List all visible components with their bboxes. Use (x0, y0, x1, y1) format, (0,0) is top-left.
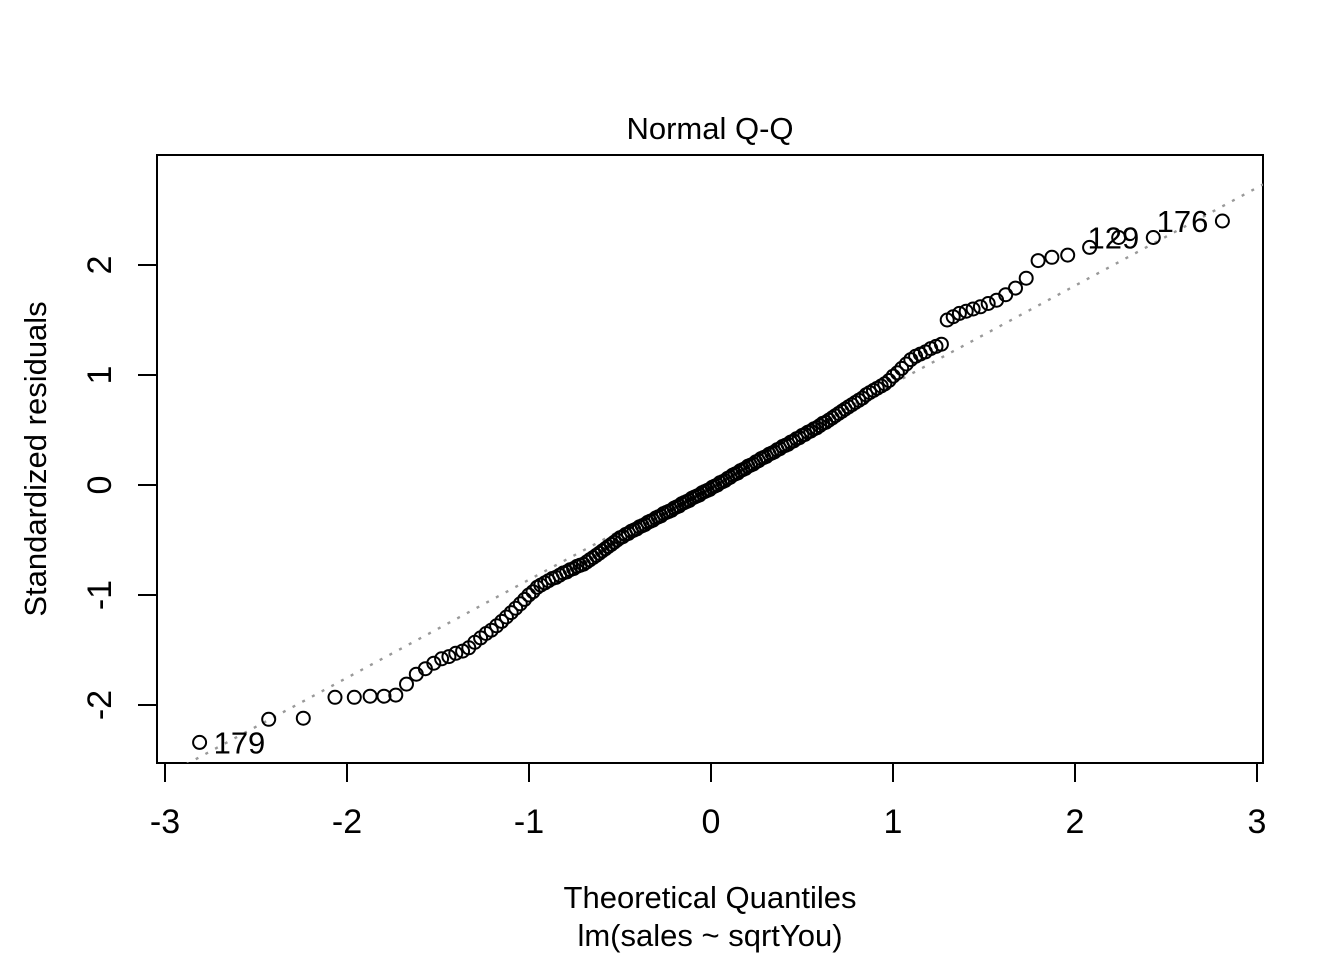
data-point (517, 591, 533, 607)
data-point (503, 605, 519, 621)
data-point (980, 296, 996, 311)
data-point (1030, 253, 1046, 269)
data-point (933, 336, 949, 352)
data-point (1111, 230, 1127, 245)
data-point (1060, 247, 1076, 263)
y-axis-title: Standardized residuals (18, 301, 53, 616)
data-point (494, 613, 510, 629)
outlier-label: 176 (1157, 204, 1209, 239)
x-tick-label: -2 (332, 803, 362, 841)
data-point (1044, 249, 1060, 265)
data-point (958, 303, 974, 319)
outlier-label: 129 (1088, 221, 1140, 256)
data-point (885, 368, 901, 384)
y-tick-label: -2 (81, 690, 119, 720)
x-tick-label: 2 (1066, 803, 1085, 841)
data-point (1082, 239, 1098, 255)
data-point (388, 687, 404, 703)
data-point (327, 689, 343, 705)
y-tick-label: 2 (81, 256, 119, 275)
data-point (894, 360, 910, 376)
data-point (489, 618, 505, 634)
data-point (261, 711, 277, 727)
y-tick-label: 1 (81, 366, 119, 385)
x-tick-label: -1 (514, 803, 544, 841)
x-tick-label: 1 (884, 803, 903, 841)
chart-title: Normal Q-Q (626, 111, 793, 146)
data-point (376, 688, 392, 704)
plot-frame (156, 154, 1264, 764)
data-point (426, 655, 442, 671)
data-point (295, 710, 311, 726)
data-point (1145, 230, 1161, 245)
data-point (1018, 270, 1034, 286)
x-tick-label: -3 (150, 803, 180, 841)
y-tick-label: 0 (81, 476, 119, 495)
data-points-group (192, 213, 1230, 750)
data-point (512, 596, 528, 612)
y-axis-ticks: -2 -1 0 1 2 (81, 256, 157, 720)
data-point (1008, 280, 1023, 296)
x-axis-title: Theoretical Quantiles (564, 880, 857, 915)
data-point (498, 609, 514, 625)
data-point (898, 356, 914, 372)
x-axis-subtitle: lm(sales ~ sqrtYou) (577, 918, 842, 953)
data-point (877, 376, 893, 392)
data-point (192, 734, 208, 750)
data-point (889, 365, 905, 381)
y-tick-label: -1 (81, 580, 119, 610)
data-point (521, 587, 537, 603)
x-tick-label: 0 (702, 803, 721, 841)
x-tick-label: 3 (1248, 803, 1267, 841)
data-point (399, 676, 414, 692)
data-point (951, 305, 967, 321)
data-point (448, 645, 464, 661)
data-point (441, 649, 457, 665)
data-point (1214, 213, 1230, 229)
data-point (881, 373, 897, 388)
outlier-labels-group: 179 129 176 (214, 204, 1209, 760)
data-point (508, 600, 524, 616)
data-point (965, 301, 981, 317)
data-point (972, 299, 988, 315)
x-axis-ticks: -3 -2 -1 0 1 2 3 (150, 763, 1267, 841)
data-point (434, 651, 450, 667)
data-point (346, 689, 362, 705)
data-point (362, 688, 378, 704)
outlier-label: 179 (214, 725, 266, 760)
